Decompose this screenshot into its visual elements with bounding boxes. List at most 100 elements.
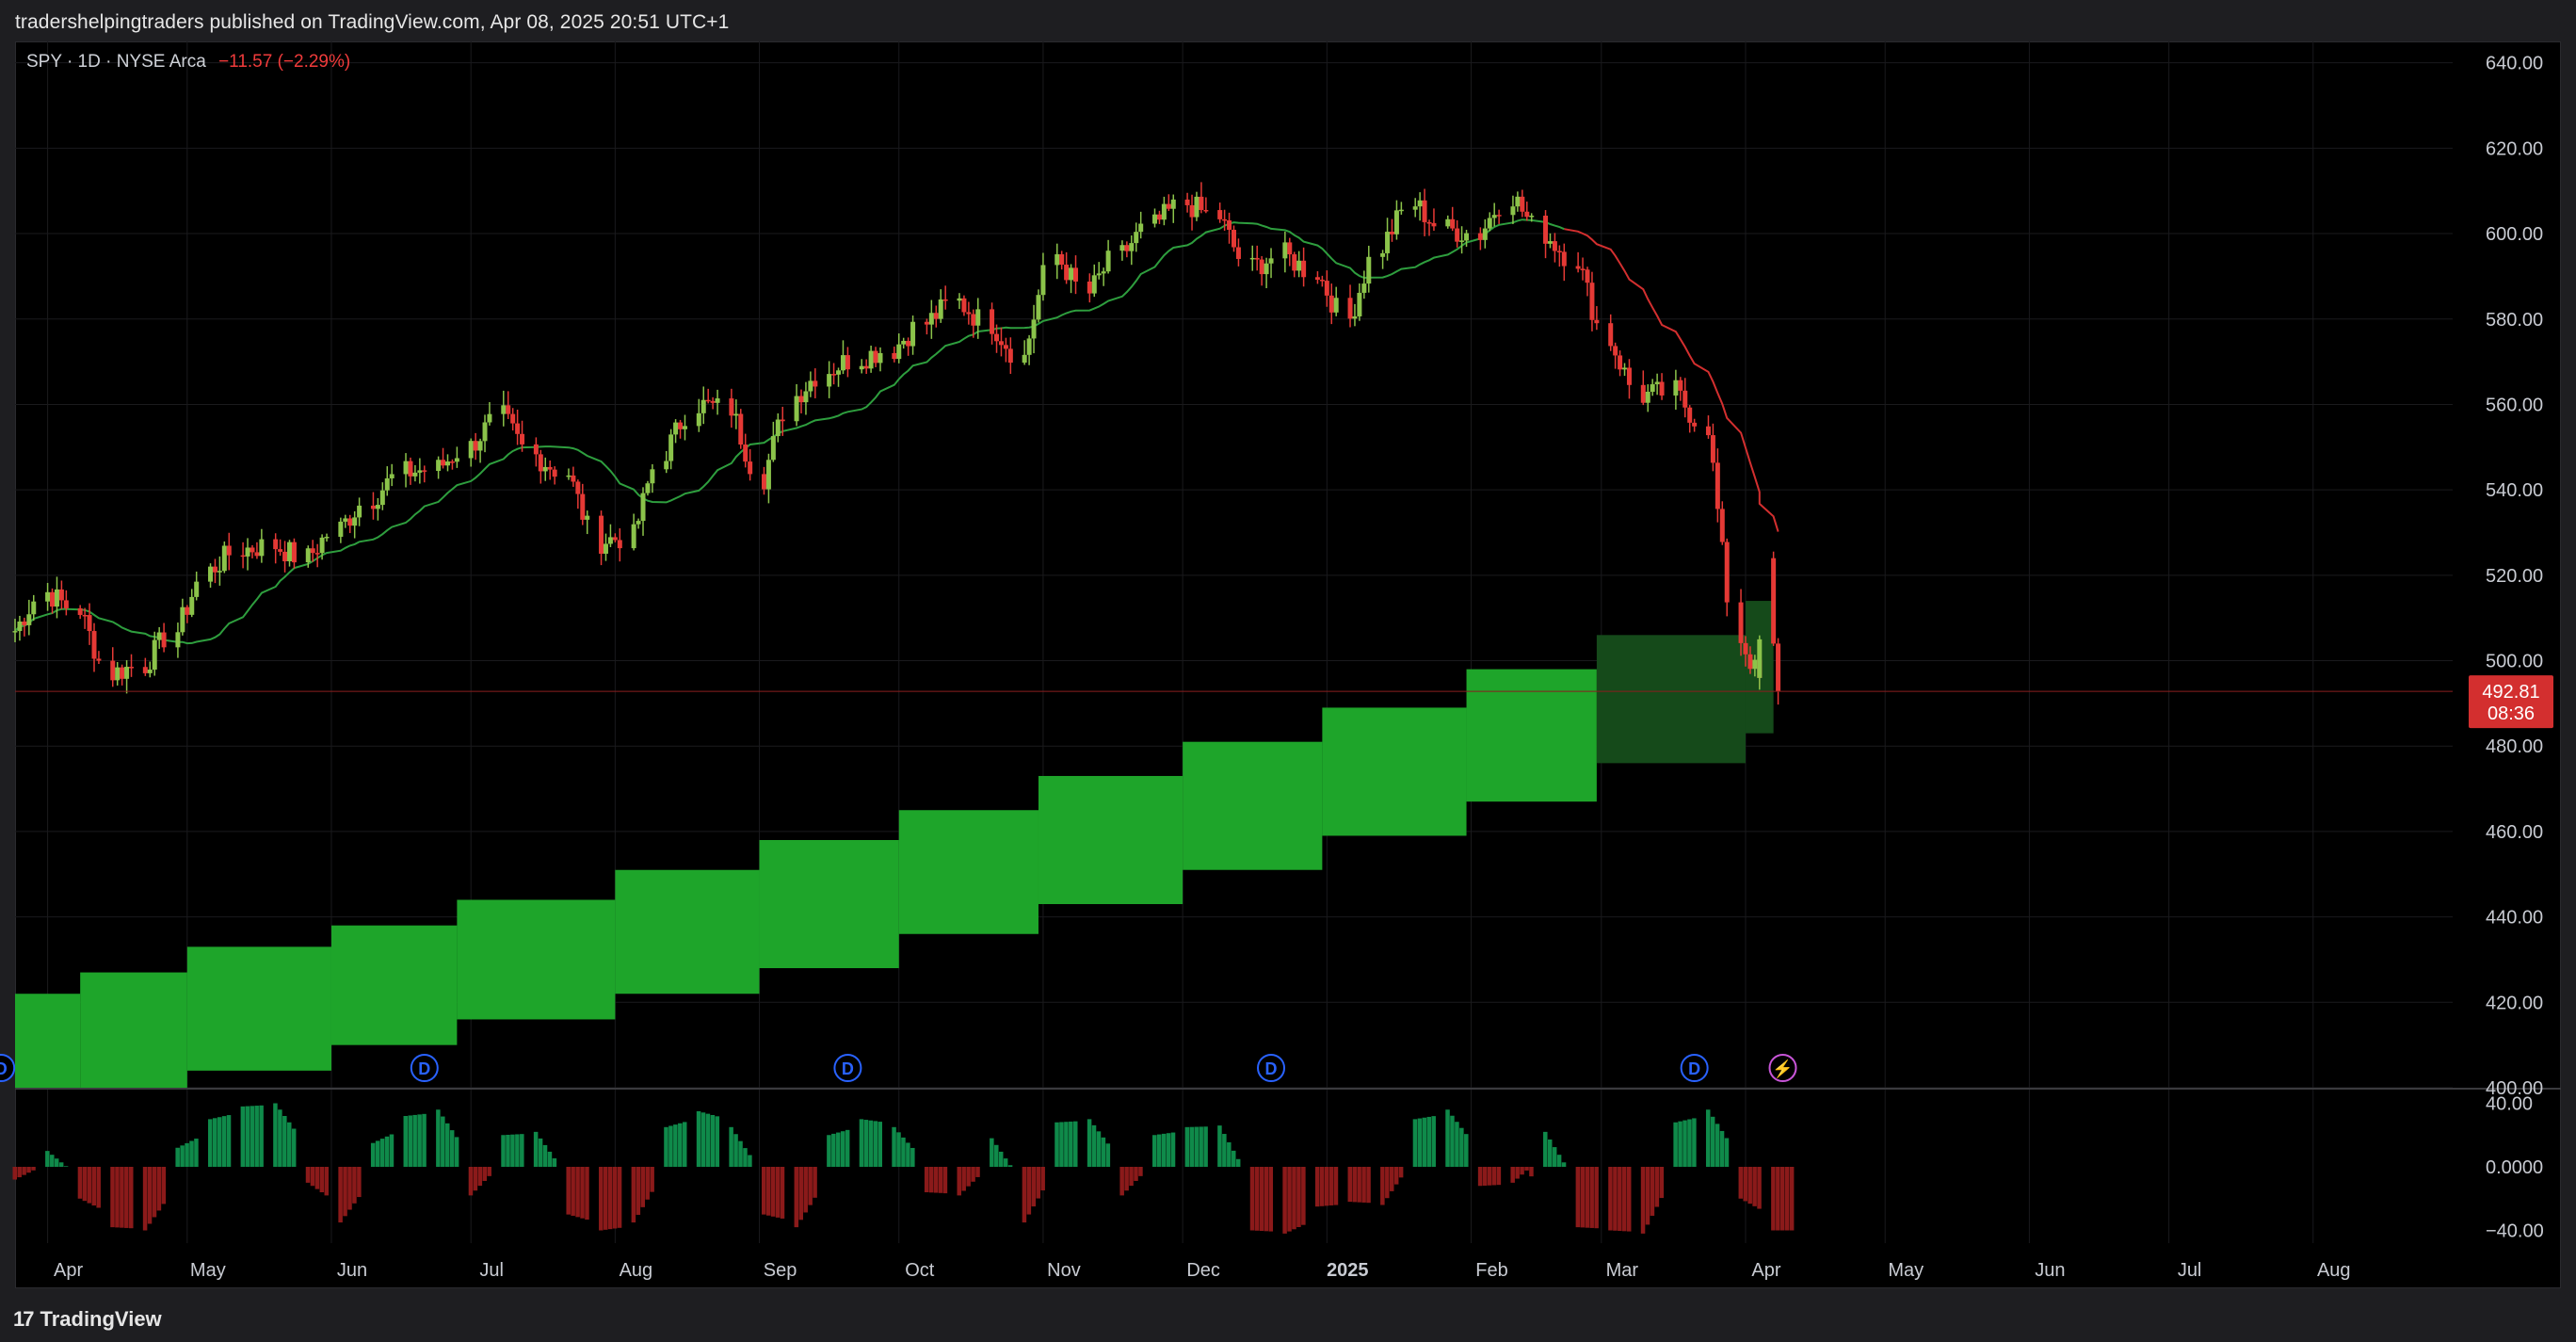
candle-body [1166, 203, 1171, 209]
candle-body [1529, 216, 1535, 218]
candle-body [780, 419, 785, 422]
candle-body [1580, 268, 1586, 270]
oscillator-bar [45, 1151, 50, 1167]
oscillator-bar [1301, 1167, 1306, 1225]
candle-body [1715, 462, 1720, 509]
oscillator-bar [845, 1129, 850, 1167]
candle-body [696, 412, 701, 427]
candle-body [240, 555, 246, 558]
oscillator-bar [668, 1125, 673, 1167]
candle-body [343, 518, 348, 522]
oscillator-bar [1580, 1167, 1586, 1228]
oscillator-bar [1324, 1167, 1329, 1206]
oscillator-bar [422, 1113, 427, 1167]
candle-body [901, 340, 907, 345]
candle-body [120, 667, 125, 679]
candle-body [1134, 232, 1139, 244]
oscillator-bar [1393, 1167, 1399, 1185]
oscillator-bar [1743, 1167, 1747, 1202]
oscillator-bar [375, 1140, 380, 1167]
candle-body [1654, 381, 1660, 385]
oscillator-bar [510, 1134, 515, 1167]
oscillator-bar [1059, 1122, 1064, 1167]
candle-body [487, 413, 492, 423]
symbol-label[interactable]: SPY · 1D · NYSE Arca [26, 52, 206, 72]
oscillator-bar [682, 1122, 687, 1167]
candle-body [813, 380, 818, 387]
candle-body [682, 426, 687, 429]
support-band-step [1038, 775, 1183, 905]
candle-body [1282, 242, 1288, 259]
candle-body [1059, 253, 1065, 266]
candle-body [1319, 280, 1325, 282]
candle-body [254, 552, 260, 557]
oscillator-bar [180, 1145, 185, 1167]
moving-average-line-down [1564, 228, 1779, 532]
oscillator-bar [743, 1148, 748, 1167]
candle-body [1170, 199, 1176, 209]
candle-body [1743, 642, 1748, 655]
oscillator-bar [1682, 1120, 1687, 1167]
candle-body [1510, 206, 1516, 216]
oscillator-bar [352, 1167, 357, 1204]
oscillator-bar [1445, 1109, 1450, 1167]
oscillator-bar [664, 1126, 668, 1167]
oscillator-bar [705, 1113, 711, 1167]
oscillator-bar [31, 1167, 36, 1171]
candle-body [319, 537, 325, 554]
oscillator-bar [803, 1167, 808, 1213]
oscillator-bar [1417, 1118, 1423, 1167]
oscillator-bar [1789, 1167, 1795, 1231]
oscillator-bar [120, 1167, 124, 1228]
candle-body [1757, 639, 1763, 678]
oscillator-bar [1618, 1167, 1622, 1232]
oscillator-bar [1529, 1167, 1534, 1177]
oscillator-bar [110, 1167, 115, 1228]
candle-body [12, 631, 18, 633]
oscillator-bar [477, 1167, 483, 1187]
oscillator-bar [827, 1135, 831, 1167]
oscillator-bar [254, 1106, 259, 1167]
last-price-value: 492.81 [2482, 682, 2539, 703]
time-axis-tick: Aug [2317, 1260, 2351, 1281]
candle-body [468, 441, 474, 459]
chart-legend[interactable]: SPY · 1D · NYSE Arca −11.57 (−2.29%) [26, 52, 350, 73]
oscillator-bar [1491, 1167, 1497, 1186]
oscillator-bar [1659, 1167, 1665, 1199]
price-axis-tick: 500.00 [2486, 652, 2543, 672]
candle-body [87, 615, 92, 632]
candle-body [1426, 221, 1432, 224]
oscillator-bar [1459, 1127, 1464, 1167]
candle-body [863, 365, 869, 369]
candle-body [357, 505, 362, 518]
candle-body [194, 581, 200, 597]
oscillator-bar [1022, 1167, 1027, 1223]
oscillator-bar [1687, 1119, 1692, 1167]
oscillator-bar [859, 1119, 864, 1167]
candle-body [189, 596, 195, 615]
candle-body [928, 313, 934, 325]
candle-body [389, 474, 394, 478]
candle-body [840, 355, 845, 371]
oscillator-bar [1254, 1167, 1260, 1231]
candle-body [310, 548, 315, 554]
tradingview-brand[interactable]: TradingView [40, 1307, 162, 1331]
candle-body [738, 413, 744, 445]
candle-body [1412, 206, 1418, 210]
candle-body [1217, 210, 1223, 219]
candle-body [580, 493, 586, 520]
candle-body [645, 483, 651, 493]
candle-body [1156, 214, 1162, 220]
candle-body [17, 621, 23, 632]
candle-body [906, 340, 911, 347]
oscillator-bar [1333, 1167, 1339, 1205]
event-marker-label: D [842, 1059, 854, 1078]
oscillator-bar [26, 1167, 31, 1173]
candles [12, 182, 1781, 705]
candle-body [1087, 281, 1092, 294]
candle-body [1301, 260, 1307, 278]
oscillator-bar [1347, 1167, 1353, 1203]
tradingview-logo-icon[interactable]: 17 [13, 1307, 35, 1331]
oscillator-bar [1520, 1167, 1524, 1175]
